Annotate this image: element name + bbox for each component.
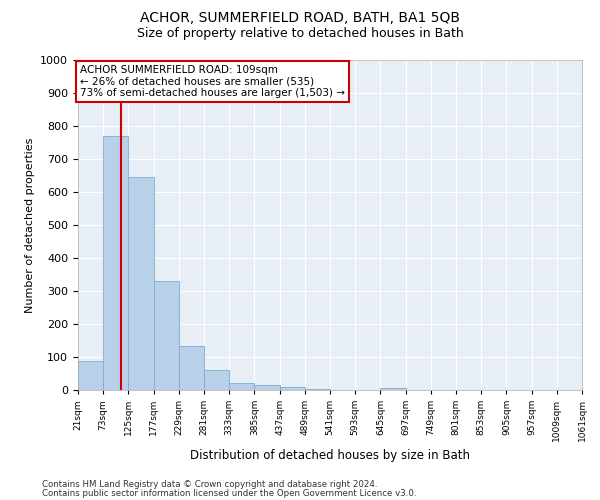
Bar — [128, 177, 154, 390]
Text: Contains HM Land Registry data © Crown copyright and database right 2024.: Contains HM Land Registry data © Crown c… — [42, 480, 377, 489]
Bar — [103, 136, 128, 390]
Bar — [380, 388, 406, 390]
Text: ACHOR, SUMMERFIELD ROAD, BATH, BA1 5QB: ACHOR, SUMMERFIELD ROAD, BATH, BA1 5QB — [140, 11, 460, 25]
Y-axis label: Number of detached properties: Number of detached properties — [25, 138, 35, 312]
Text: ACHOR SUMMERFIELD ROAD: 109sqm
← 26% of detached houses are smaller (535)
73% of: ACHOR SUMMERFIELD ROAD: 109sqm ← 26% of … — [80, 65, 345, 98]
Bar — [280, 386, 305, 390]
Bar — [204, 370, 229, 390]
Text: Contains public sector information licensed under the Open Government Licence v3: Contains public sector information licen… — [42, 488, 416, 498]
Bar — [78, 361, 103, 390]
Bar — [179, 346, 204, 390]
Bar — [154, 281, 179, 390]
Text: Size of property relative to detached houses in Bath: Size of property relative to detached ho… — [137, 28, 463, 40]
X-axis label: Distribution of detached houses by size in Bath: Distribution of detached houses by size … — [190, 450, 470, 462]
Bar — [229, 382, 254, 390]
Bar — [254, 385, 280, 390]
Bar — [305, 389, 330, 390]
